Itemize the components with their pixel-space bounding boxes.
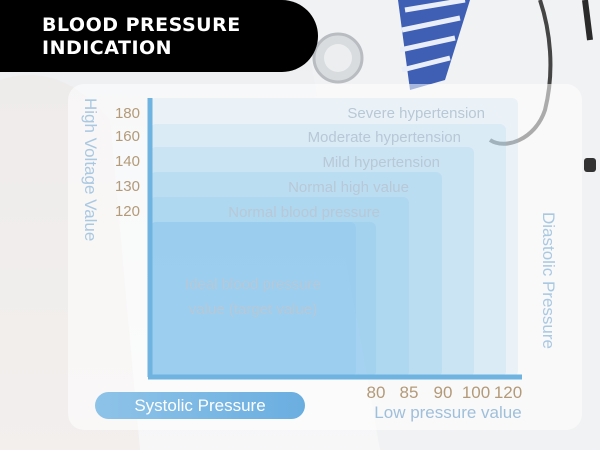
chart-card — [68, 84, 582, 430]
zone-label-ideal: Ideal blood pressure — [185, 276, 321, 293]
zone-label: Normal blood pressure — [228, 204, 380, 221]
zone-4 — [150, 124, 506, 377]
zone-2 — [150, 172, 442, 377]
left-axis-label: High Voltage Value — [81, 98, 100, 242]
zone-label-ideal: value (target value) — [189, 301, 317, 318]
y-tick-label: 140 — [115, 153, 140, 170]
zone-ideal-core — [150, 222, 356, 377]
y-tick-label: 160 — [115, 128, 140, 145]
x-tick-label: 100 — [462, 383, 490, 402]
zone-1 — [150, 197, 409, 377]
x-tick-label: 85 — [400, 383, 419, 402]
x-axis-title: Low pressure value — [374, 403, 521, 422]
title-banner: BLOOD PRESSURE INDICATION — [0, 0, 318, 72]
stethoscope-icon — [312, 0, 596, 172]
systolic-pressure-pill: Systolic Pressure — [95, 392, 305, 419]
zone-label: Mild hypertension — [322, 154, 440, 171]
zone-5 — [150, 98, 518, 377]
page-title: BLOOD PRESSURE INDICATION — [42, 14, 241, 59]
y-tick-label: 120 — [115, 203, 140, 220]
zone-label: Normal high value — [288, 179, 409, 196]
zone-3 — [150, 147, 474, 377]
zone-label: Moderate hypertension — [308, 129, 461, 146]
x-tick-label: 90 — [434, 383, 453, 402]
y-tick-label: 180 — [115, 105, 140, 122]
systolic-pressure-label: Systolic Pressure — [134, 396, 266, 415]
tie-icon — [398, 0, 470, 90]
x-tick-label: 80 — [367, 383, 386, 402]
zone-label: Severe hypertension — [347, 105, 485, 122]
x-tick-label: 120 — [494, 383, 522, 402]
y-tick-label: 130 — [115, 178, 140, 195]
right-axis-label: Diastolic Pressure — [539, 212, 558, 349]
zone-0 — [150, 222, 376, 377]
